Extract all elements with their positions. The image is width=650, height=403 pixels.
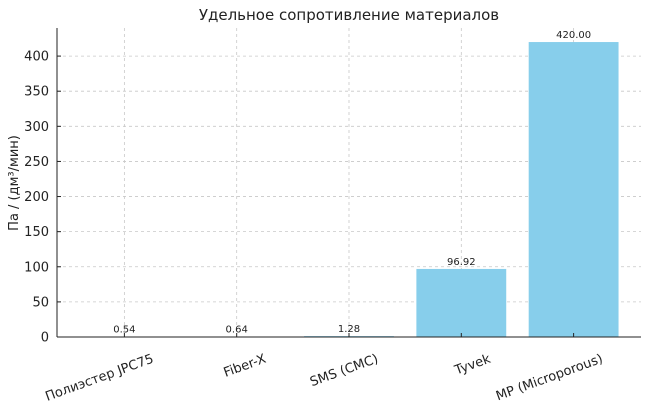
- y-tick-label: 200: [24, 190, 49, 205]
- value-label: 420.00: [556, 30, 591, 41]
- y-tick-label: 0: [41, 331, 49, 346]
- x-tick-label: Tyvek: [452, 352, 493, 379]
- y-tick-label: 350: [24, 85, 49, 100]
- y-tick-label: 400: [24, 50, 49, 65]
- y-tick-label: 50: [32, 295, 49, 310]
- y-tick-label: 250: [24, 155, 49, 170]
- bar: [528, 42, 619, 337]
- y-axis-label: Па / (дм³/мин): [7, 135, 22, 231]
- value-label: 0.54: [113, 325, 135, 336]
- chart-title: Удельное сопротивление материалов: [199, 6, 499, 24]
- x-tick-label: SMS (СМС): [308, 352, 380, 391]
- y-tick-label: 300: [24, 120, 49, 135]
- y-tick-label: 150: [24, 225, 49, 240]
- x-tick-label: Fiber-X: [222, 352, 268, 381]
- x-tick-label: Полиэстер JPC75: [43, 352, 155, 403]
- x-tick-label: MP (Microporous): [494, 352, 605, 403]
- bar: [416, 268, 507, 337]
- value-label: 1.28: [338, 324, 360, 335]
- y-tick-label: 100: [24, 260, 49, 275]
- value-label: 96.92: [447, 257, 476, 268]
- value-label: 0.64: [226, 325, 248, 336]
